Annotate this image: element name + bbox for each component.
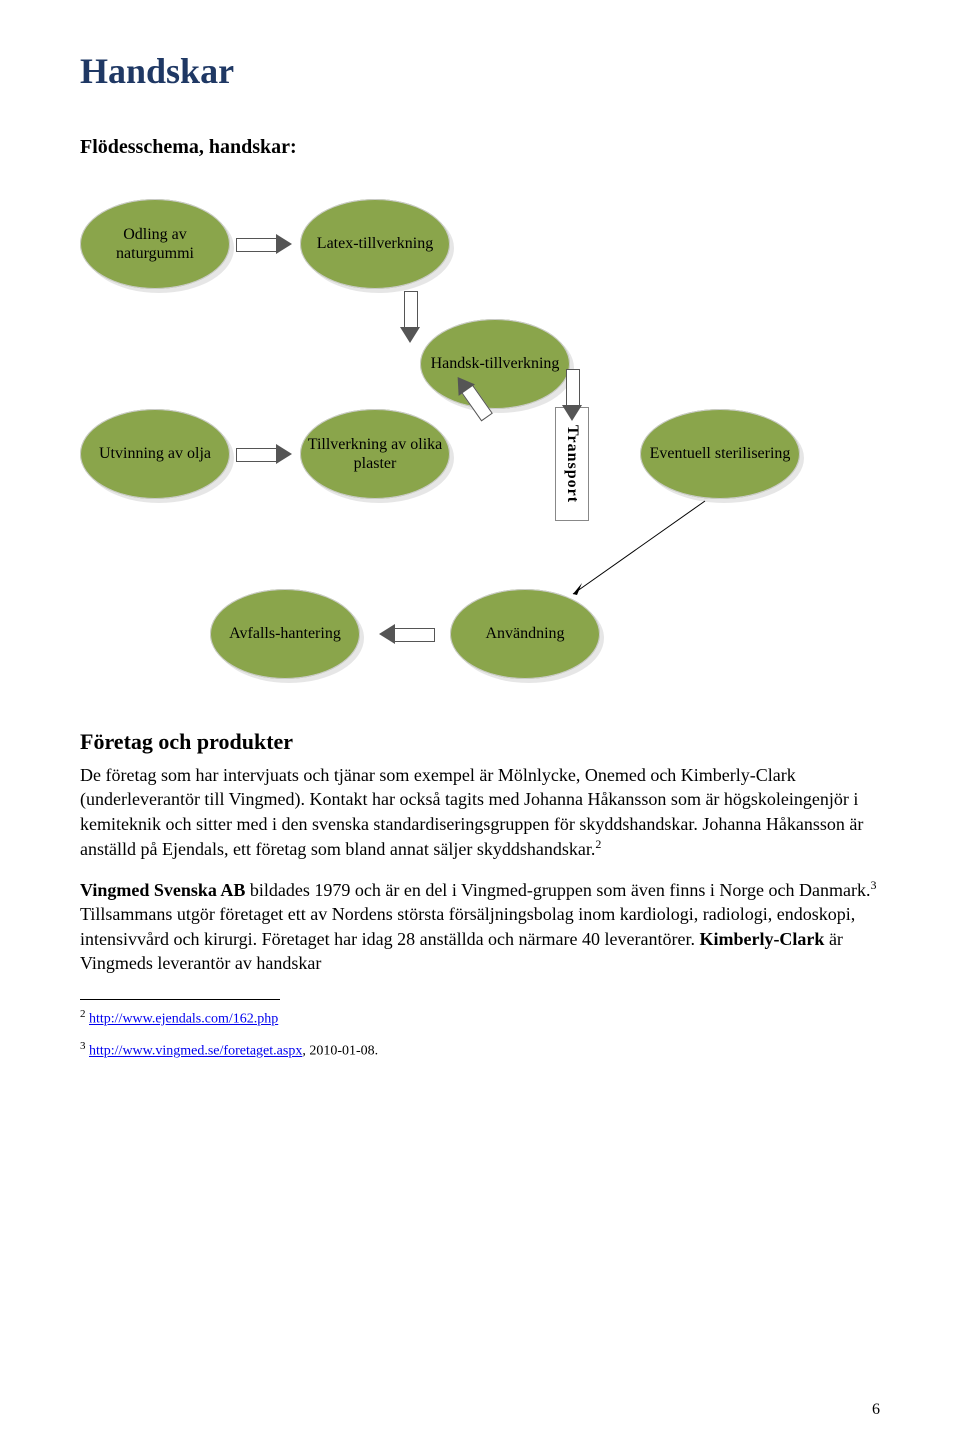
- diagram-title: Flödesschema, handskar:: [80, 136, 880, 159]
- node-handsk: Handsk-tillverkning: [420, 319, 570, 409]
- node-anvandning: Användning: [450, 589, 600, 679]
- node-label: Tillverkning av olika plaster: [300, 429, 450, 479]
- transport-label: Transport: [563, 425, 581, 503]
- node-plaster: Tillverkning av olika plaster: [300, 409, 450, 499]
- company-name: Kimberly-Clark: [699, 929, 824, 949]
- page-number: 6: [872, 1401, 880, 1419]
- node-label: Handsk-tillverkning: [425, 348, 566, 379]
- footnote-ref: 3: [870, 878, 876, 892]
- text: bildades 1979 och är en del i Vingmed-gr…: [245, 880, 870, 900]
- footnote-2: 2 http://www.ejendals.com/162.php: [80, 1008, 880, 1028]
- arrow-icon: [236, 444, 296, 464]
- node-avfall: Avfalls-hantering: [210, 589, 360, 679]
- footnote-link[interactable]: http://www.ejendals.com/162.php: [89, 1012, 278, 1027]
- node-latex: Latex-tillverkning: [300, 199, 450, 289]
- flowchart: Odling av naturgummi Latex-tillverkning …: [80, 189, 880, 719]
- footnote-separator: [80, 999, 280, 1000]
- footnote-link[interactable]: http://www.vingmed.se/foretaget.aspx: [89, 1044, 302, 1059]
- node-label: Eventuell sterilisering: [644, 438, 797, 469]
- footnote-ref: 2: [595, 837, 601, 851]
- node-label: Utvinning av olja: [93, 438, 217, 469]
- node-label: Latex-tillverkning: [311, 228, 439, 259]
- company-name: Vingmed Svenska AB: [80, 880, 245, 900]
- node-label: Odling av naturgummi: [80, 219, 230, 269]
- arrow-icon: [400, 291, 420, 346]
- text: De företag som har intervjuats och tjäna…: [80, 765, 863, 859]
- node-label: Användning: [479, 618, 570, 649]
- page-title: Handskar: [80, 50, 880, 92]
- arrow-icon: [562, 369, 582, 409]
- node-sterilisering: Eventuell sterilisering: [640, 409, 800, 499]
- node-utvinning: Utvinning av olja: [80, 409, 230, 499]
- paragraph-1: De företag som har intervjuats och tjäna…: [80, 763, 880, 861]
- node-label: Avfalls-hantering: [223, 618, 347, 649]
- node-transport: Transport: [555, 407, 589, 521]
- footnote-3: 3 http://www.vingmed.se/foretaget.aspx, …: [80, 1040, 880, 1060]
- node-odling: Odling av naturgummi: [80, 199, 230, 289]
- section-title: Företag och produkter: [80, 729, 880, 755]
- paragraph-2: Vingmed Svenska AB bildades 1979 och är …: [80, 877, 880, 975]
- arrow-icon: [375, 624, 435, 644]
- footnote-number: 2: [80, 1008, 86, 1020]
- arrow-icon: [236, 234, 296, 254]
- footnote-suffix: , 2010-01-08.: [302, 1044, 378, 1059]
- footnote-number: 3: [80, 1040, 86, 1052]
